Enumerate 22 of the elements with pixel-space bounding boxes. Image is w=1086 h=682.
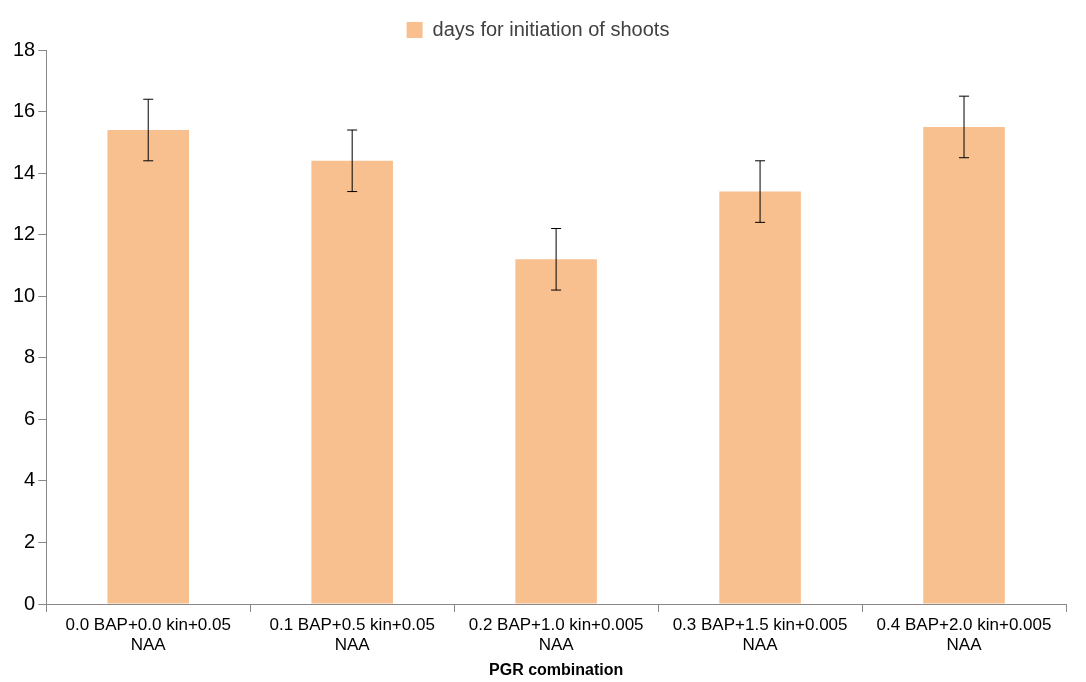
y-tick-label: 4 [24, 468, 36, 491]
y-tick-label: 2 [24, 529, 36, 552]
bar [923, 126, 1005, 604]
bar [515, 259, 597, 604]
y-tick-label: 16 [13, 99, 36, 122]
y-tick-label: 0 [24, 591, 36, 614]
x-axis-title: PGR combination [489, 660, 624, 678]
x-tick-label: 0.1 BAP+0.5 kin+0.05 NAA [269, 614, 435, 655]
y-tick-label: 10 [13, 283, 36, 306]
bar [719, 191, 801, 604]
y-tick-label: 8 [24, 345, 36, 368]
x-tick-label: 0.0 BAP+0.0 kin+0.05 NAA [65, 614, 231, 655]
y-tick-label: 12 [13, 222, 36, 245]
x-tick-label: 0.4 BAP+2.0 kin+0.005 NAA [876, 614, 1052, 655]
y-tick-label: 18 [13, 37, 36, 60]
legend-label: days for initiation of shoots [432, 17, 670, 40]
bar [311, 160, 393, 604]
x-tick-label: 0.3 BAP+1.5 kin+0.005 NAA [672, 614, 848, 655]
bar [107, 130, 190, 604]
y-tick-label: 14 [13, 160, 36, 183]
x-tick-label: 0.2 BAP+1.0 kin+0.005 NAA [468, 614, 644, 655]
y-tick-label: 6 [24, 406, 36, 429]
